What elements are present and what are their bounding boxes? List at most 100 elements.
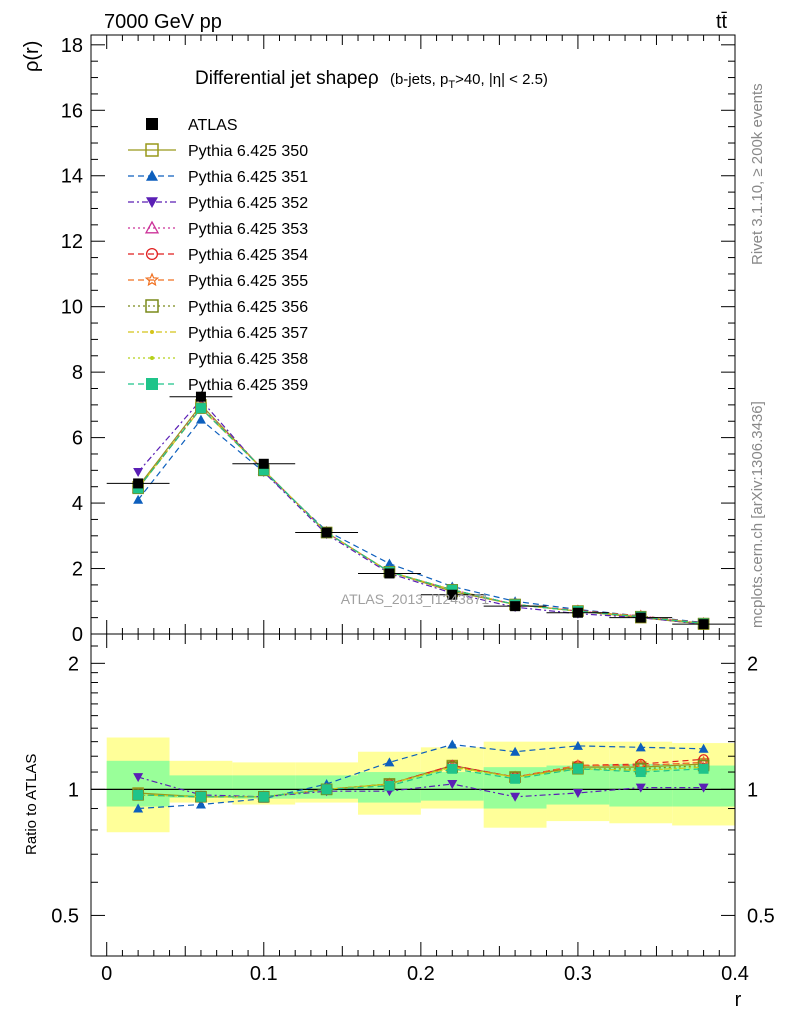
data-point <box>447 739 458 749</box>
data-point <box>510 601 521 612</box>
legend-item: Pythia 6.425 352 <box>128 195 308 212</box>
data-point <box>146 378 158 390</box>
legend-item: Pythia 6.425 355 <box>128 272 308 290</box>
data-point <box>510 746 521 756</box>
ratio-series-line <box>138 743 704 810</box>
data-point <box>321 527 332 538</box>
data-point <box>698 783 709 793</box>
data-point <box>133 478 144 489</box>
legend-item: Pythia 6.425 350 <box>128 143 308 160</box>
y-tick-label: 6 <box>72 428 83 450</box>
data-point <box>133 803 144 813</box>
x-tick-label: 0.2 <box>407 963 435 985</box>
x-tick-label: 0.3 <box>564 963 592 985</box>
data-point <box>195 414 206 424</box>
data-point <box>321 784 332 795</box>
x-axis-label: r <box>735 989 742 1011</box>
data-point <box>384 558 395 568</box>
data-point <box>145 299 159 313</box>
data-point <box>144 272 160 287</box>
legend-label: Pythia 6.425 354 <box>188 247 308 264</box>
data-point <box>133 467 144 477</box>
data-point <box>635 783 646 793</box>
y-tick-label: 12 <box>61 231 83 253</box>
ratio-frame <box>90 633 736 957</box>
ratio-series-pythia-6-425-359 <box>133 763 709 802</box>
main-panel: 0 2 4 6 8 10 12 14 16 18 <box>61 34 736 646</box>
legend-item: ATLAS <box>146 117 238 134</box>
legend-item: Pythia 6.425 354 <box>128 247 308 264</box>
data-point <box>698 743 709 753</box>
watermark: ATLAS_2013_I1243871 <box>341 591 490 607</box>
rivet-label: Rivet 3.1.10, ≥ 200k events <box>749 83 766 265</box>
y-tick-label: 0 <box>72 624 83 646</box>
x-tick-label: 0 <box>101 963 112 985</box>
ratio-y-tick-label-right: 0.5 <box>747 905 775 927</box>
legend-label: Pythia 6.425 359 <box>188 377 308 394</box>
data-point <box>572 607 583 618</box>
data-point <box>133 773 144 783</box>
data-point <box>150 356 154 360</box>
data-point <box>510 792 521 802</box>
data-point <box>572 740 583 750</box>
series-line <box>137 407 704 625</box>
legend-item: Pythia 6.425 351 <box>128 169 308 186</box>
legend-label: Pythia 6.425 358 <box>188 351 308 368</box>
data-point <box>146 170 158 181</box>
data-point <box>698 763 709 774</box>
data-point <box>698 619 709 630</box>
data-point <box>146 197 158 208</box>
data-point <box>384 757 395 767</box>
legend-item: Pythia 6.425 353 <box>128 220 308 238</box>
legend-label: ATLAS <box>188 117 238 134</box>
legend-item: Pythia 6.425 358 <box>128 351 308 368</box>
chart-title-main: Differential jet shapeρ <box>195 68 379 89</box>
chart-title: Differential jet shapeρ (b-jets, pT>40, … <box>195 68 548 91</box>
ratio-y-tick-label-right: 1 <box>747 779 758 801</box>
mcplots-label: mcplots.cern.ch [arXiv:1306.3436] <box>749 401 766 628</box>
y-tick-label: 14 <box>61 166 83 188</box>
data-point <box>195 791 206 802</box>
main-y-axis-label: ρ(r) <box>21 41 43 72</box>
legend-item: Pythia 6.425 356 <box>128 299 308 316</box>
legend-label: Pythia 6.425 350 <box>188 143 308 160</box>
ratio-y-axis-label: Ratio to ATLAS <box>23 754 40 855</box>
data-point <box>150 330 154 334</box>
legend-label: Pythia 6.425 353 <box>188 221 308 238</box>
data-point <box>146 118 158 130</box>
data-point <box>510 773 521 784</box>
series-atlas-data <box>106 391 735 630</box>
process-label: tt̄ <box>716 11 728 33</box>
data-point <box>144 220 160 234</box>
data-point <box>258 465 269 476</box>
data-point <box>195 403 206 414</box>
data-point <box>384 568 395 579</box>
data-point <box>447 763 458 774</box>
ratio-y-tick-label: 0.5 <box>51 905 79 927</box>
energy-label: 7000 GeV pp <box>104 11 222 33</box>
y-tick-label: 4 <box>72 493 83 515</box>
legend-label: Pythia 6.425 355 <box>188 273 308 290</box>
x-tick-label: 0.1 <box>250 963 278 985</box>
y-tick-label: 8 <box>72 362 83 384</box>
data-point <box>145 247 159 261</box>
ratio-series-line <box>138 764 704 798</box>
legend-item: Pythia 6.425 357 <box>128 325 308 342</box>
ratio-series-line <box>137 776 704 798</box>
chart-title-cuts: (b-jets, pT>40, |η| < 2.5) <box>390 71 548 91</box>
data-point <box>133 789 144 800</box>
x-tick-label: 0.4 <box>721 963 749 985</box>
ratio-panel: 0.5 0.5 1 1 2 2 0 0.1 0.2 0.3 0.4 <box>51 633 775 985</box>
series-line <box>137 407 704 625</box>
data-point <box>572 763 583 774</box>
legend-label: Pythia 6.425 352 <box>188 195 308 212</box>
legend-label: Pythia 6.425 357 <box>188 325 308 342</box>
y-tick-label: 2 <box>72 559 83 581</box>
ratio-series-line <box>138 761 704 798</box>
legend-label: Pythia 6.425 351 <box>188 169 308 186</box>
y-tick-label: 10 <box>61 297 83 319</box>
legend-item: Pythia 6.425 359 <box>128 377 308 394</box>
data-point <box>572 789 583 799</box>
uncertainty-band-stat <box>232 775 296 799</box>
